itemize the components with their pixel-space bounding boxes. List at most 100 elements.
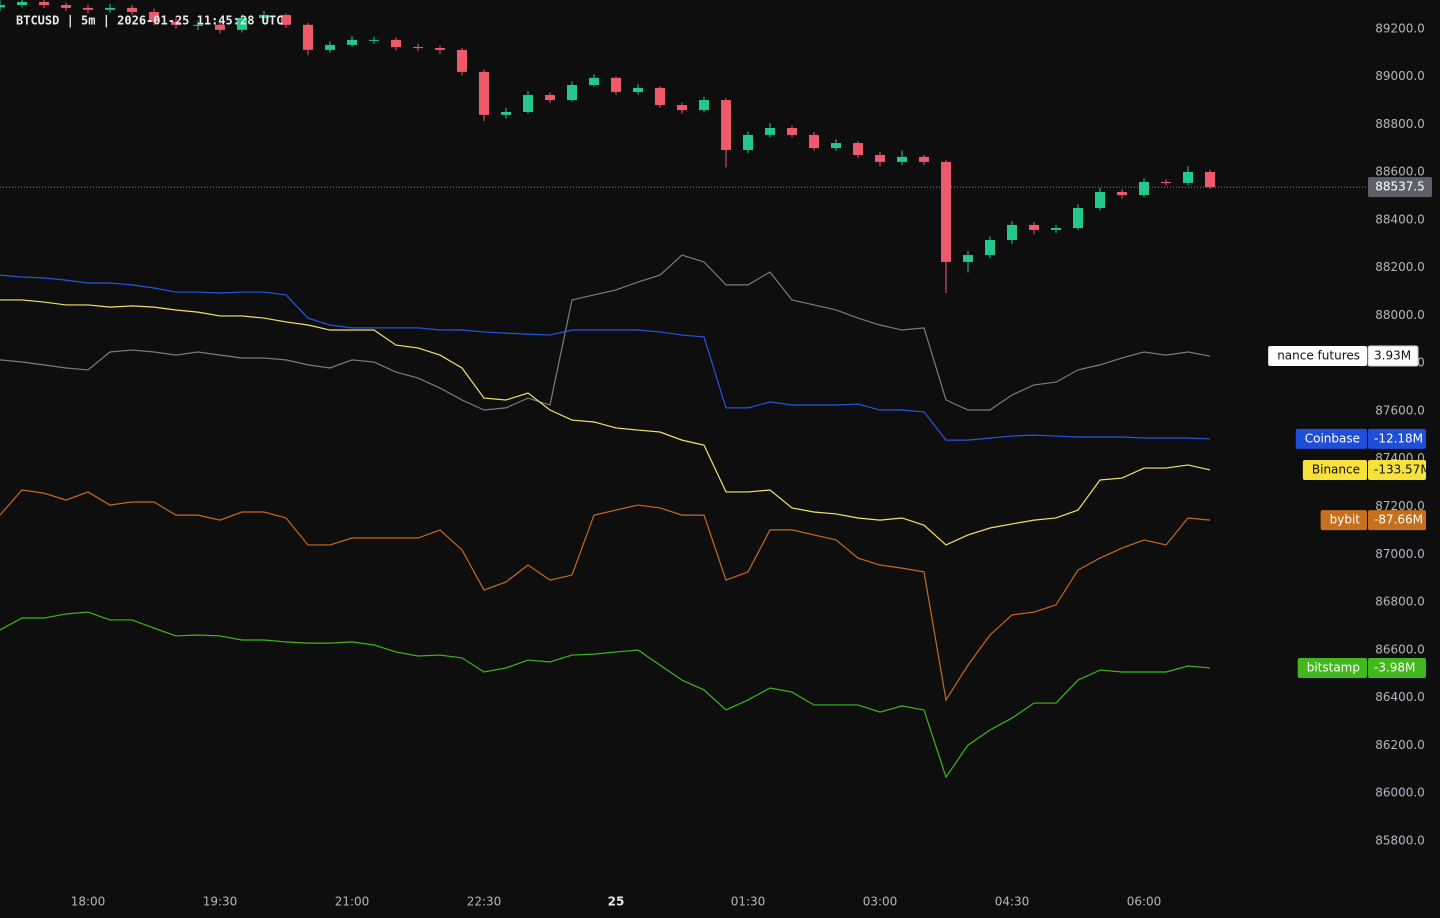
value-tag bbox=[1367, 345, 1419, 367]
candle-body bbox=[831, 143, 841, 149]
candle-body bbox=[545, 95, 555, 101]
candle-body bbox=[809, 134, 819, 149]
y-tick-label: 88200.0 bbox=[1375, 260, 1425, 274]
candle-body bbox=[567, 85, 577, 101]
candle-body bbox=[391, 39, 401, 48]
y-tick-label: 88800.0 bbox=[1375, 117, 1425, 131]
value-tag bbox=[1368, 510, 1426, 531]
x-tick-label: 18:00 bbox=[71, 895, 106, 909]
candle-body bbox=[127, 7, 137, 12]
candle-body bbox=[919, 156, 929, 162]
candle-body bbox=[457, 49, 467, 72]
candle-body bbox=[589, 77, 599, 86]
y-tick-label: 87600.0 bbox=[1375, 403, 1425, 417]
candle-body bbox=[369, 39, 379, 41]
candle-body bbox=[633, 87, 643, 92]
candle-body bbox=[215, 24, 225, 30]
candle-body bbox=[61, 5, 71, 8]
y-tick-label: 85800.0 bbox=[1375, 833, 1425, 847]
y-tick-label: 88600.0 bbox=[1375, 165, 1425, 179]
candle-body bbox=[1029, 224, 1039, 230]
candle-body bbox=[875, 154, 885, 162]
candle-body bbox=[193, 24, 203, 26]
candle-body bbox=[941, 161, 951, 262]
candle-body bbox=[281, 15, 291, 25]
y-tick-label: 89200.0 bbox=[1375, 21, 1425, 35]
last-price-label: 88537.5 bbox=[1375, 180, 1425, 194]
legend-tag bbox=[1295, 428, 1367, 449]
y-tick-label: 88000.0 bbox=[1375, 308, 1425, 322]
value-label: 3.93M bbox=[1374, 349, 1411, 363]
legend-tag bbox=[1297, 657, 1367, 678]
legend-tag bbox=[1320, 510, 1367, 531]
chart-title: BTCUSD | 5m | 2026-01-25 11:45:28 UTC bbox=[16, 14, 283, 28]
candle-body bbox=[105, 7, 115, 10]
candle-body bbox=[699, 100, 709, 111]
candle-body bbox=[413, 47, 423, 49]
x-tick-label: 22:30 bbox=[467, 895, 502, 909]
candle-body bbox=[611, 77, 621, 92]
value-tag bbox=[1368, 657, 1426, 678]
candle-body bbox=[1117, 192, 1127, 196]
candle-body bbox=[1161, 181, 1171, 183]
candle-body bbox=[149, 11, 159, 22]
candle-body bbox=[853, 143, 863, 155]
candle-body bbox=[1073, 208, 1083, 229]
value-label: -87.66M bbox=[1374, 513, 1423, 527]
y-tick-label: 87000.0 bbox=[1375, 547, 1425, 561]
candle-body bbox=[1205, 171, 1215, 188]
y-tick-label: 86800.0 bbox=[1375, 595, 1425, 609]
candle-body bbox=[435, 48, 445, 50]
candle-body bbox=[171, 21, 181, 25]
candle-body bbox=[347, 39, 357, 45]
x-tick-label: 21:00 bbox=[335, 895, 370, 909]
candle-body bbox=[1095, 192, 1105, 208]
candle-body bbox=[677, 105, 687, 111]
value-tag bbox=[1368, 428, 1426, 449]
candle-body bbox=[897, 156, 907, 162]
y-tick-label: 86000.0 bbox=[1375, 786, 1425, 800]
y-tick-label: 86400.0 bbox=[1375, 690, 1425, 704]
candle-body bbox=[1183, 171, 1193, 183]
candle-body bbox=[83, 7, 93, 10]
value-label: -12.18M bbox=[1374, 431, 1423, 445]
flow-line bbox=[0, 299, 1211, 546]
flow-line bbox=[0, 489, 1211, 702]
last-price-tag bbox=[1368, 177, 1432, 198]
candle-body bbox=[963, 255, 973, 262]
candle-body bbox=[743, 134, 753, 150]
candle-body bbox=[501, 112, 511, 115]
candle-body bbox=[237, 17, 247, 30]
candle-body bbox=[765, 128, 775, 135]
candle-body bbox=[655, 87, 665, 106]
x-tick-label: 25 bbox=[608, 895, 625, 909]
candle-body bbox=[523, 95, 533, 112]
candle-body bbox=[479, 71, 489, 115]
flow-line bbox=[0, 611, 1211, 779]
x-tick-label: 04:30 bbox=[995, 895, 1030, 909]
x-tick-label: 01:30 bbox=[731, 895, 766, 909]
candle-body bbox=[303, 24, 313, 50]
flow-line bbox=[0, 274, 1211, 441]
x-tick-label: 19:30 bbox=[203, 895, 238, 909]
y-tick-label: 88400.0 bbox=[1375, 212, 1425, 226]
x-tick-label: 03:00 bbox=[863, 895, 898, 909]
legend-tag bbox=[1268, 346, 1367, 367]
legend-name: Coinbase bbox=[1305, 431, 1360, 445]
candle-body bbox=[325, 44, 335, 50]
value-label: -3.98M bbox=[1374, 660, 1415, 674]
candle-body bbox=[39, 1, 49, 6]
legend-name: bybit bbox=[1330, 513, 1361, 527]
candle-body bbox=[259, 15, 269, 18]
candle-body bbox=[17, 1, 27, 6]
candle-body bbox=[1007, 224, 1017, 240]
x-tick-label: 06:00 bbox=[1127, 895, 1162, 909]
legend-tag bbox=[1302, 459, 1367, 480]
legend-name: nance futures bbox=[1277, 349, 1360, 363]
candle-body bbox=[0, 5, 5, 8]
y-tick-label: 86200.0 bbox=[1375, 738, 1425, 752]
flow-line bbox=[0, 254, 1211, 411]
candle-body bbox=[985, 240, 995, 256]
